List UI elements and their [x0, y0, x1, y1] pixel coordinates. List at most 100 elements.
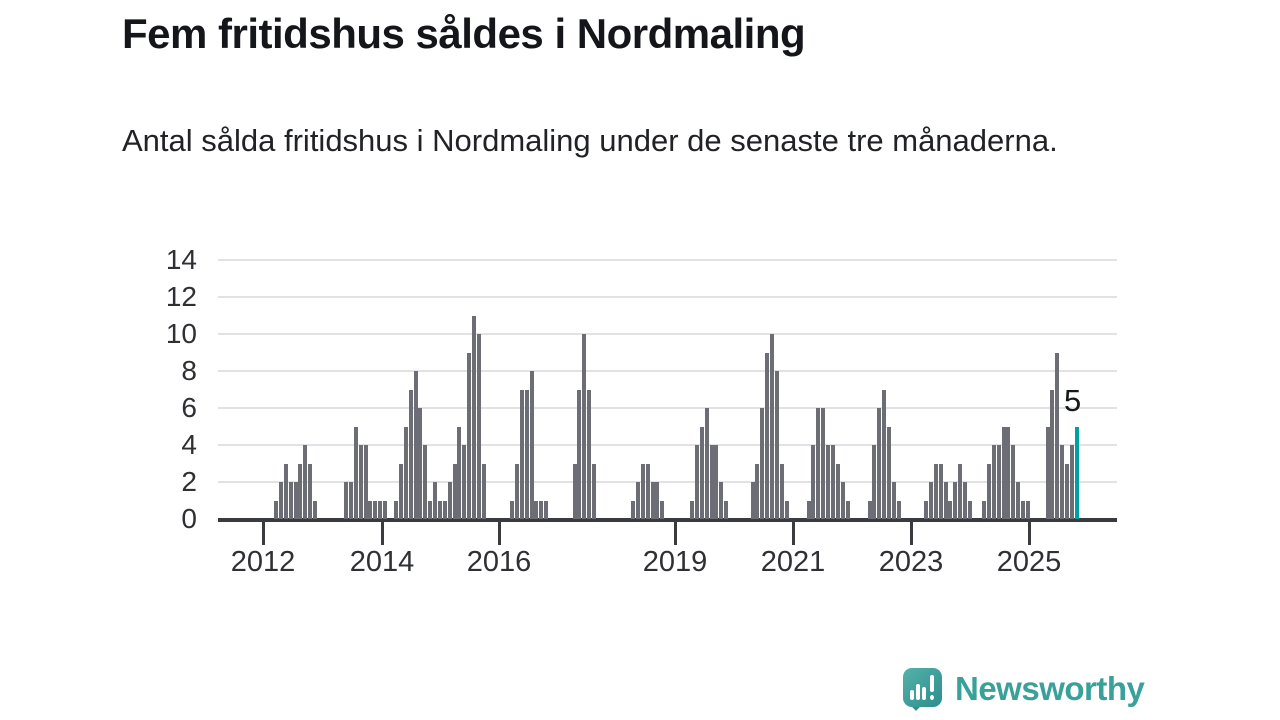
bar [462, 445, 467, 519]
x-axis-label: 2012 [230, 546, 296, 578]
bar [991, 445, 996, 519]
gridline [218, 481, 1117, 483]
bar [774, 371, 779, 519]
logo-exclamation-icon [930, 675, 934, 692]
bar [433, 482, 437, 519]
bar [363, 445, 368, 519]
bar [447, 482, 452, 519]
bar [694, 445, 699, 519]
bar [891, 482, 896, 519]
logo-chart-bubble-icon [903, 668, 942, 707]
gridline [218, 407, 1117, 409]
bar [592, 463, 596, 519]
x-axis-label: 2016 [466, 546, 532, 578]
bar [539, 500, 544, 519]
bar [755, 463, 760, 519]
bar [467, 352, 472, 519]
bar [408, 389, 413, 519]
bar [655, 482, 660, 519]
x-axis-line [218, 518, 1117, 522]
bar [1011, 445, 1016, 519]
bar [872, 445, 877, 519]
bar [840, 482, 845, 519]
bar [835, 463, 840, 519]
bar [938, 463, 943, 519]
bar [1069, 445, 1074, 519]
bar [967, 500, 972, 519]
y-axis-label: 0 [181, 503, 197, 534]
bar [481, 463, 486, 519]
bar [534, 500, 539, 519]
bar [640, 463, 645, 519]
bar [709, 445, 714, 519]
logo-mini-bar-icon [910, 690, 914, 700]
bar [760, 408, 765, 519]
bar [283, 463, 288, 519]
logo-text: Newsworthy [955, 670, 1145, 707]
bar [724, 500, 729, 519]
bar [428, 500, 433, 519]
bar [514, 463, 519, 519]
axis-tick [909, 522, 913, 545]
gridline [218, 259, 1117, 261]
bar [714, 445, 719, 519]
bar [631, 500, 635, 519]
bar [690, 500, 694, 519]
bar [437, 500, 442, 519]
axis-tick [261, 522, 265, 545]
logo-mini-bar-icon [916, 684, 920, 700]
bar [398, 463, 403, 519]
bar [1025, 500, 1030, 519]
bar [948, 500, 953, 519]
bar [529, 371, 534, 519]
bar [882, 389, 887, 519]
bar [1060, 445, 1065, 519]
chart-title: Fem fritidshus såldes i Nordmaling [122, 10, 806, 57]
bar [1001, 426, 1006, 519]
bar [996, 445, 1001, 519]
bar [288, 482, 293, 519]
bar [806, 500, 811, 519]
y-axis-label: 4 [181, 429, 197, 460]
bar [394, 500, 398, 519]
bar [378, 500, 383, 519]
gridline [218, 333, 1117, 335]
bar [896, 500, 901, 519]
bar [986, 463, 991, 519]
bar [958, 463, 963, 519]
y-axis-label: 14 [165, 244, 197, 275]
logo-exclamation-dot-icon [930, 695, 934, 700]
bar [943, 482, 948, 519]
bar [423, 445, 428, 519]
y-axis-label: 12 [165, 281, 197, 312]
bar [308, 463, 313, 519]
bar [344, 482, 348, 519]
x-axis-label: 2019 [642, 546, 708, 578]
bar [587, 389, 592, 519]
bar [867, 500, 872, 519]
bar [274, 500, 278, 519]
gridline [218, 370, 1117, 372]
bar [358, 445, 363, 519]
bar [353, 426, 358, 519]
y-axis-label: 6 [181, 392, 197, 423]
bar [784, 500, 789, 519]
bar [1050, 389, 1055, 519]
bar [933, 463, 938, 519]
y-axis-label: 8 [181, 355, 197, 386]
bar [582, 334, 587, 519]
bar [1055, 352, 1060, 519]
x-axis-label: 2023 [878, 546, 944, 578]
bar [368, 500, 373, 519]
bar [779, 463, 784, 519]
bar [770, 334, 774, 519]
bar [1016, 482, 1021, 519]
highlight-bar [1074, 426, 1079, 519]
bar [887, 426, 891, 519]
bar [877, 408, 882, 519]
x-axis-label: 2021 [760, 546, 826, 578]
bar [510, 500, 514, 519]
bar [413, 371, 418, 519]
bar [303, 445, 308, 519]
axis-tick [497, 522, 501, 545]
